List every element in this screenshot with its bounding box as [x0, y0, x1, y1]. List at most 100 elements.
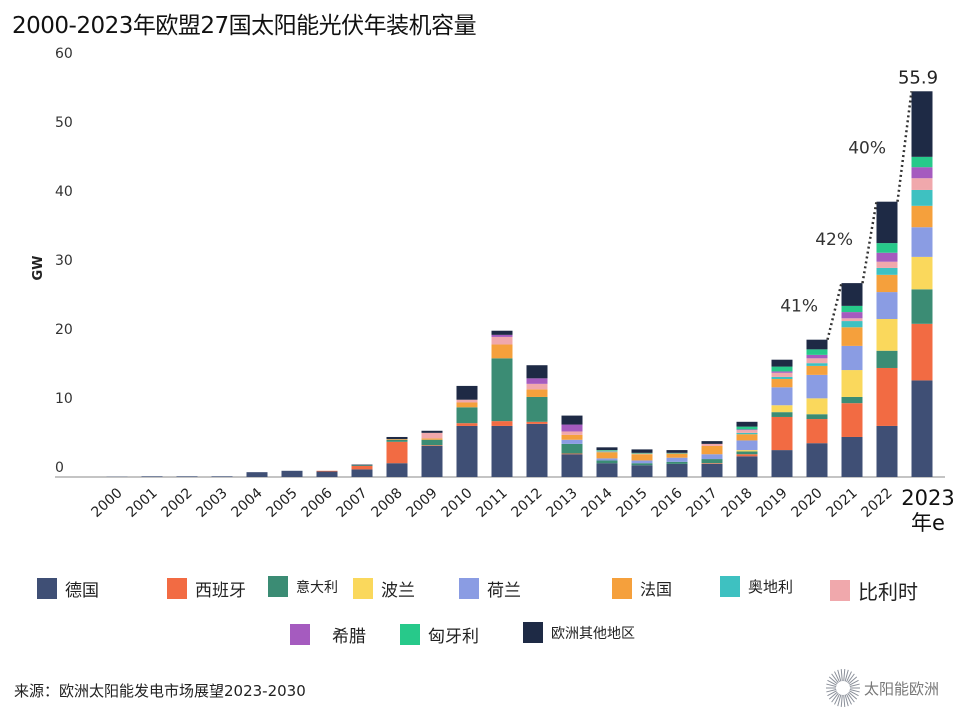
- bar-segment: [911, 167, 933, 179]
- bar-stack-2020: [806, 339, 828, 477]
- bar-segment: [736, 432, 758, 435]
- bar-segment: [631, 449, 653, 453]
- bar-segment: [806, 374, 828, 399]
- x-tick-label: 2006: [298, 485, 335, 521]
- legend-item: 意大利: [268, 576, 338, 597]
- growth-label: 42%: [815, 230, 853, 250]
- bar-segment: [176, 476, 198, 477]
- bar-segment: [561, 443, 583, 454]
- bar-segment: [666, 457, 688, 462]
- sun-ray: [827, 679, 837, 686]
- bar-segment: [561, 431, 583, 435]
- bar-segment: [876, 267, 898, 275]
- bar-segment: [841, 318, 863, 322]
- bar-segment: [631, 465, 653, 477]
- x-tick-label: 2011: [473, 485, 510, 521]
- legend-label: 奥地利: [748, 578, 794, 596]
- bar-stack-2016: [666, 450, 688, 477]
- bar-segment: [806, 358, 828, 364]
- legend-item: 德国: [37, 576, 99, 601]
- bar-segment: [421, 439, 443, 446]
- legend-label: 德国: [65, 581, 99, 601]
- bar-segment: [421, 430, 443, 433]
- bar-segment: [736, 429, 758, 431]
- bar-segment: [876, 318, 898, 351]
- growth-label: 40%: [848, 139, 886, 159]
- x-tick-label: 2001: [123, 485, 160, 521]
- x-tick-label: 2002: [158, 485, 195, 521]
- bar-segment: [526, 383, 548, 390]
- bar-segment: [666, 453, 688, 458]
- bar-segment: [911, 205, 933, 228]
- sun-burst-icon: [826, 669, 860, 707]
- bar-segment: [246, 472, 268, 477]
- bar-segment: [841, 312, 863, 319]
- bar-stack-2010: [456, 385, 478, 477]
- sun-ray: [849, 679, 859, 686]
- legend-label: 比利时: [858, 580, 918, 604]
- bar-segment: [771, 366, 793, 372]
- bar-segment: [911, 227, 933, 257]
- x-tick-label: 2003: [193, 485, 230, 521]
- x-tick-label: 2019: [753, 485, 790, 521]
- bar-segment: [806, 339, 828, 350]
- sun-ray: [848, 691, 858, 700]
- bar-segment: [806, 443, 828, 477]
- bar-segment: [841, 345, 863, 371]
- bar-segment: [701, 443, 723, 446]
- bar-segment: [911, 323, 933, 381]
- bar-segment: [526, 378, 548, 384]
- bar-segment: [456, 385, 478, 400]
- x-tick-label: 2005: [263, 485, 300, 521]
- legend-swatch: [37, 578, 57, 599]
- bar-stack-2006: [316, 470, 338, 477]
- bar-segment: [911, 189, 933, 206]
- bar-segment: [631, 460, 653, 464]
- y-tick-label: 20: [55, 322, 73, 338]
- x-tick-label: 2012: [508, 485, 545, 521]
- sun-ray: [849, 683, 860, 688]
- bar-segment: [876, 201, 898, 244]
- bar-segment: [771, 359, 793, 367]
- bar-segment: [701, 445, 723, 455]
- bar-segment: [596, 460, 618, 464]
- bar-segment: [841, 283, 863, 306]
- sun-ray: [828, 691, 838, 700]
- legend-label: 欧洲其他地区: [551, 625, 635, 642]
- bar-segment: [316, 471, 338, 477]
- bar-segment: [526, 365, 548, 379]
- bar-segment: [736, 456, 758, 477]
- sun-ray: [840, 694, 843, 707]
- bar-segment: [701, 441, 723, 444]
- bar-segment: [456, 399, 478, 403]
- bar-segment: [771, 372, 793, 377]
- bar-segment: [491, 334, 513, 337]
- bar-segment: [666, 463, 688, 477]
- sun-ray: [846, 693, 852, 705]
- y-axis-label: GW: [31, 255, 46, 280]
- y-tick-label: 50: [55, 115, 73, 131]
- bar-segment: [736, 434, 758, 441]
- sun-ray: [848, 676, 858, 685]
- sun-ray: [844, 694, 849, 707]
- bar-segment: [736, 454, 758, 457]
- bar-stack-2011: [491, 330, 513, 477]
- sun-ray: [831, 692, 839, 703]
- bar-segment: [386, 441, 408, 464]
- growth-connector: [896, 91, 913, 202]
- bar-segment: [771, 371, 793, 373]
- sun-ray: [847, 692, 855, 703]
- bar-segment: [456, 402, 478, 408]
- sun-ray: [834, 671, 840, 683]
- bar-segment: [911, 256, 933, 290]
- bar-segment: [911, 91, 933, 157]
- bar-segment: [421, 432, 443, 439]
- bar-segment: [456, 423, 478, 426]
- sun-ray: [826, 683, 837, 688]
- legend-label: 荷兰: [487, 581, 521, 601]
- bar-segment: [736, 450, 758, 452]
- bar-segment: [771, 412, 793, 417]
- bar-segment: [806, 414, 828, 420]
- bar-segment: [876, 274, 898, 293]
- bar-segment: [526, 396, 548, 422]
